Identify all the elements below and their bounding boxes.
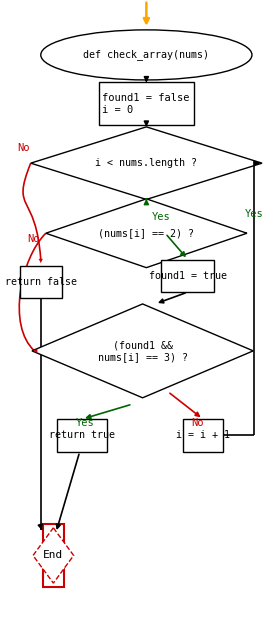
Text: Yes: Yes: [245, 209, 264, 219]
Text: found1 = false
i = 0: found1 = false i = 0: [102, 93, 190, 115]
FancyBboxPatch shape: [161, 260, 214, 292]
Ellipse shape: [41, 30, 252, 80]
FancyBboxPatch shape: [20, 266, 62, 299]
Text: (found1 &&
nums[i] == 3) ?: (found1 && nums[i] == 3) ?: [98, 340, 187, 362]
Text: Yes: Yes: [152, 212, 171, 222]
FancyBboxPatch shape: [43, 524, 64, 587]
Text: No: No: [27, 234, 40, 244]
Text: i = i + 1: i = i + 1: [176, 430, 230, 440]
Text: Yes: Yes: [75, 418, 94, 428]
Text: No: No: [17, 142, 29, 152]
Polygon shape: [31, 127, 262, 200]
Polygon shape: [33, 528, 74, 583]
Text: def check_array(nums): def check_array(nums): [83, 50, 209, 60]
FancyBboxPatch shape: [99, 83, 194, 125]
Text: return true: return true: [49, 430, 115, 440]
FancyBboxPatch shape: [183, 419, 223, 452]
Polygon shape: [46, 199, 247, 268]
Text: i < nums.length ?: i < nums.length ?: [95, 158, 197, 168]
Text: (nums[i] == 2) ?: (nums[i] == 2) ?: [98, 228, 194, 238]
Text: found1 = true: found1 = true: [149, 271, 227, 281]
Polygon shape: [32, 304, 253, 398]
Text: No: No: [192, 418, 204, 428]
Text: return false: return false: [5, 277, 77, 287]
FancyBboxPatch shape: [57, 419, 107, 452]
Text: End: End: [43, 551, 63, 561]
